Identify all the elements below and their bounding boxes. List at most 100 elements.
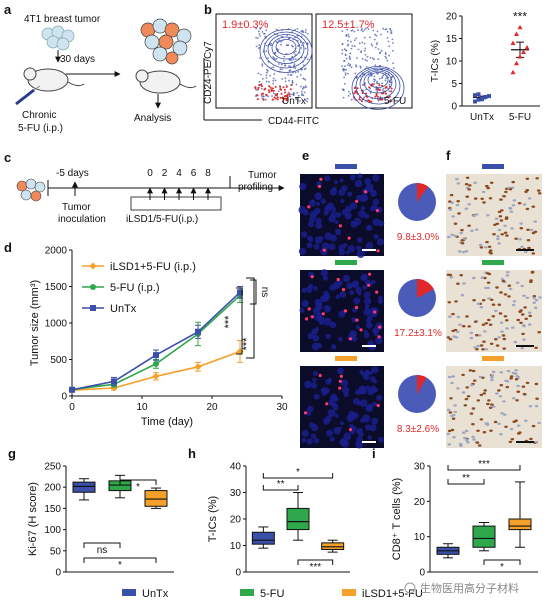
flow-dot	[277, 90, 280, 93]
ihc-cell	[505, 385, 510, 389]
flow-dot	[301, 87, 304, 90]
ihc-cell	[461, 373, 465, 377]
flow-dot	[288, 95, 290, 98]
nucleus	[329, 284, 336, 291]
flow-dot-red	[268, 85, 271, 88]
ihc-cell	[481, 299, 486, 302]
nucleus	[314, 326, 320, 332]
flow-dot	[361, 28, 364, 30]
nucleus	[320, 387, 327, 394]
ihc-cell	[502, 400, 506, 403]
ihc-cell	[515, 281, 520, 284]
ihc-cell	[491, 405, 496, 408]
bar-point	[510, 69, 516, 75]
nucleus	[358, 431, 364, 438]
box-y-tick-label: 30	[414, 462, 426, 473]
ihc-cell	[479, 306, 484, 309]
ihc-cell	[476, 302, 481, 306]
ihc-cell	[453, 234, 458, 238]
ihc-cell	[520, 313, 525, 316]
flow-dot-red	[381, 98, 384, 101]
box-y-tick-label: 30	[230, 488, 242, 499]
marker-cell	[317, 184, 322, 189]
box-sig-bracket	[483, 559, 521, 565]
flow-dot	[304, 78, 307, 81]
flow-dot-red	[361, 100, 363, 103]
ihc-cell	[461, 391, 466, 394]
flow-dot	[257, 72, 260, 75]
flow-dot	[261, 78, 264, 80]
ihc-cell	[511, 303, 516, 307]
marker-cell	[304, 317, 309, 321]
flow-dot	[365, 66, 368, 68]
nucleus	[367, 403, 373, 409]
bar-y-tick-label: 15	[446, 34, 458, 45]
nucleus	[365, 424, 372, 431]
marker-cell	[367, 283, 371, 287]
marker-cell	[321, 312, 325, 316]
ihc-cell	[503, 224, 507, 227]
nucleus	[363, 291, 371, 299]
flow-dot-red	[290, 83, 293, 86]
flow-dot	[259, 57, 261, 59]
flow-dot	[363, 96, 365, 99]
ihc-cell	[494, 338, 498, 341]
flow-dot-red	[353, 92, 355, 95]
nucleus	[331, 206, 337, 212]
flow-dot-red	[276, 96, 279, 99]
ihc-cell	[472, 214, 476, 218]
ihc-cell	[451, 312, 455, 316]
flow-dot	[265, 29, 268, 32]
nucleus	[328, 243, 336, 251]
panel-e-group-bar	[335, 356, 357, 361]
flow-dot	[383, 98, 386, 100]
nucleus	[327, 409, 336, 418]
ihc-cell	[479, 246, 484, 249]
box-sig-bracket	[447, 465, 521, 471]
ihc-cell	[509, 427, 514, 431]
ihc-cell	[473, 197, 478, 200]
ihc-cell	[505, 319, 509, 322]
ihc-cell	[499, 371, 504, 374]
flow-dot	[275, 57, 278, 60]
flow-dot	[388, 54, 390, 57]
ihc-cell	[490, 374, 495, 377]
flow-dot	[258, 30, 260, 33]
nucleus	[363, 308, 372, 316]
flow-dot	[386, 30, 389, 33]
ihc-cell	[460, 242, 465, 245]
flow-dot	[302, 86, 305, 89]
box-sig-label: *	[118, 560, 122, 571]
flow-dot-red	[256, 98, 259, 101]
nucleus	[335, 294, 341, 300]
ihc-cell	[488, 249, 493, 252]
flow-dot	[390, 31, 392, 34]
ihc-cell	[525, 296, 530, 299]
ihc-cell	[486, 281, 491, 284]
flow-dot	[304, 67, 307, 70]
nucleus	[347, 283, 353, 289]
nucleus	[338, 244, 346, 252]
ihc-cell	[523, 306, 527, 309]
box-ylabel: T-ICs (%)	[207, 496, 219, 542]
flow-dot	[265, 50, 268, 52]
nucleus	[324, 232, 333, 241]
flow-dot	[359, 75, 362, 78]
nucleus	[364, 304, 369, 309]
nucleus	[347, 191, 353, 197]
box-sig-label: ***	[478, 459, 490, 470]
box-y-tick-label: 40	[230, 462, 242, 473]
nucleus	[312, 370, 318, 377]
flow-dot	[353, 45, 356, 48]
legend-label: UnTx	[142, 588, 169, 600]
ihc-cell	[483, 389, 488, 392]
ihc-cell	[521, 385, 526, 388]
nucleus	[362, 414, 371, 423]
flow-dot	[287, 73, 290, 76]
ihc-cell	[469, 331, 474, 335]
ihc-cell	[487, 318, 491, 322]
ihc-cell	[464, 207, 469, 210]
nucleus	[329, 436, 335, 442]
flow-dot	[265, 77, 268, 79]
nucleus	[359, 370, 364, 375]
